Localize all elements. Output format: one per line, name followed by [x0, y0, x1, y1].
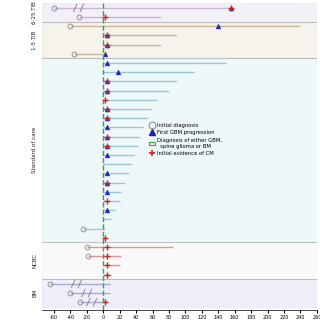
Legend: Initial diagnosis, First GBM progression, Diagnosis of either GBM,
  spine gliom: Initial diagnosis, First GBM progression…	[149, 123, 222, 156]
Text: BM: BM	[33, 289, 37, 297]
Bar	[42, 21, 317, 58]
Text: NCBC: NCBC	[33, 253, 37, 268]
Text: Standard of care: Standard of care	[33, 127, 37, 173]
Bar	[42, 242, 317, 279]
Text: 1-5 TIB: 1-5 TIB	[33, 30, 37, 50]
Bar	[42, 3, 317, 21]
Bar	[42, 58, 317, 242]
Bar	[42, 279, 317, 307]
Text: 6-25 TIB: 6-25 TIB	[33, 1, 37, 24]
